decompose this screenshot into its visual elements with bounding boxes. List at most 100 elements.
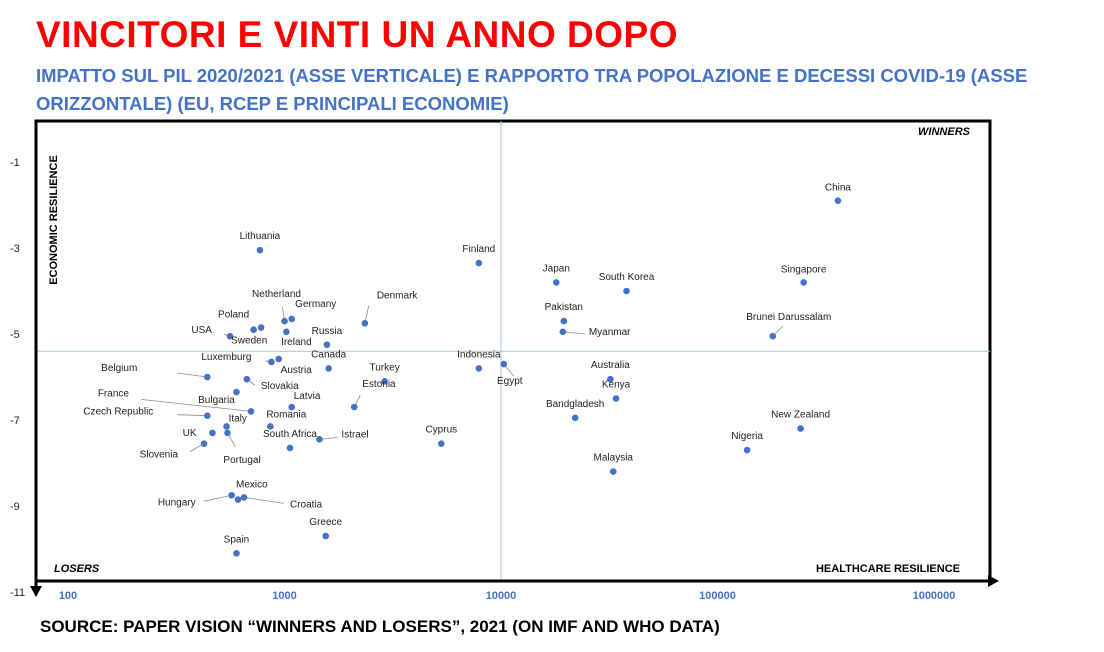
point-label: Istrael [341, 429, 368, 440]
point-austria [275, 355, 282, 363]
leader-line [177, 414, 208, 417]
point-czech-republic [204, 412, 211, 420]
point-label: Mexico [236, 480, 268, 491]
point-greece [322, 532, 330, 540]
point-luxemburg [268, 358, 275, 366]
y-tick-labels: -1 -3 -5 -7 -9 -11 [10, 157, 25, 599]
point-singapore [800, 279, 807, 286]
leader-line [177, 372, 208, 378]
point-label: Cyprus [425, 425, 457, 436]
point-label: New Zealand [771, 410, 830, 421]
point-pakistan [560, 317, 568, 325]
point-lithuania [256, 246, 264, 254]
point-sweden [257, 324, 265, 331]
winners-label: WINNERS [918, 126, 971, 138]
point-label: Canada [311, 349, 346, 360]
point-label: Egypt [497, 376, 523, 387]
point-canada [325, 365, 332, 372]
point-label: UK [183, 428, 197, 439]
point-label: Indonesia [457, 349, 501, 360]
point-label: Czech Republic [83, 407, 153, 418]
y-axis-title: ECONOMIC RESILIENCE [48, 155, 60, 285]
point-bulgaria [233, 388, 240, 396]
y-tick-label: -11 [10, 587, 25, 599]
point-australia [607, 375, 614, 383]
x-axis-arrow [988, 575, 999, 587]
point-label: Germany [295, 299, 336, 310]
data-points [200, 197, 842, 557]
point-label: Portugal [223, 455, 260, 466]
point-label: Luxemburg [201, 352, 251, 363]
leader-line [203, 494, 232, 502]
y-tick-label: -1 [10, 157, 20, 169]
point-label: Bulgaria [198, 395, 235, 406]
point-labels: China Singapore Brunei Darussalam New Zeala… [83, 183, 851, 546]
point-spain [233, 550, 240, 557]
point-label: China [825, 183, 852, 194]
y-tick-label: -3 [10, 243, 20, 255]
point-china [834, 197, 842, 204]
x-tick-label: 100000 [699, 590, 736, 602]
x-tick-label: 10000 [486, 590, 517, 602]
point-finland [475, 259, 483, 267]
x-tick-label: 100 [59, 590, 77, 602]
point-label: Hungary [158, 497, 196, 508]
losers-label: LOSERS [54, 563, 100, 575]
point-label: Sweden [231, 336, 267, 347]
leader-line [243, 497, 285, 504]
point-label: Slovakia [261, 381, 299, 392]
point-label: Lithuania [240, 231, 281, 242]
point-label: Finland [462, 244, 495, 255]
point-japan [552, 279, 560, 286]
point-estonia [350, 403, 358, 411]
y-tick-label: -9 [10, 501, 20, 513]
point-label: Nigeria [731, 431, 763, 442]
point-poland [250, 326, 257, 334]
point-romania [267, 423, 274, 430]
y-axis-arrow [30, 586, 42, 597]
point-france [247, 408, 255, 415]
point-russia [323, 341, 331, 349]
point-netherland [281, 317, 288, 325]
point-label: Bandgladesh [546, 399, 604, 410]
point-italy [223, 423, 230, 430]
point-label: Austria [281, 365, 313, 376]
point-germany [288, 315, 296, 323]
point-label: Latvia [294, 391, 321, 402]
point-label: Kenya [602, 380, 631, 391]
point-label: Poland [218, 310, 249, 321]
point-latvia [288, 403, 296, 411]
scatter-chart: WINNERS LOSERS HEALTHCARE RESILIENCE ECO… [10, 119, 999, 602]
point-label: Brunei Darussalam [746, 312, 831, 323]
point-malaysia [609, 468, 617, 475]
point-south-korea [623, 287, 630, 295]
point-slovakia [243, 375, 251, 383]
point-myanmar [559, 328, 567, 336]
point-label: France [98, 388, 130, 399]
leader-line [562, 331, 585, 335]
point-label: Estonia [362, 379, 396, 390]
point-label: Spain [224, 534, 250, 545]
point-ireland [283, 328, 290, 336]
point-label: Pakistan [545, 302, 583, 313]
point-label: Singapore [781, 264, 827, 275]
point-turkey [381, 378, 388, 385]
point-nigeria [743, 446, 751, 454]
x-tick-label: 1000000 [913, 590, 956, 602]
point-uk [209, 429, 216, 437]
point-cyprus [438, 440, 445, 447]
point-label: Ireland [281, 337, 312, 348]
point-label: Slovenia [140, 450, 179, 461]
point-denmark [361, 319, 369, 327]
point-label: Netherland [252, 289, 301, 300]
point-portugal [224, 429, 231, 437]
leader-line [140, 399, 252, 412]
point-label: Myanmar [589, 327, 631, 338]
point-label: South Africa [263, 429, 317, 440]
point-usa [226, 332, 234, 340]
point-label: Italy [229, 413, 247, 424]
point-label: Croatia [290, 499, 323, 510]
point-indonesia [475, 365, 483, 372]
x-axis-title: HEALTHCARE RESILIENCE [816, 563, 960, 575]
x-tick-label: 1000 [272, 590, 296, 602]
